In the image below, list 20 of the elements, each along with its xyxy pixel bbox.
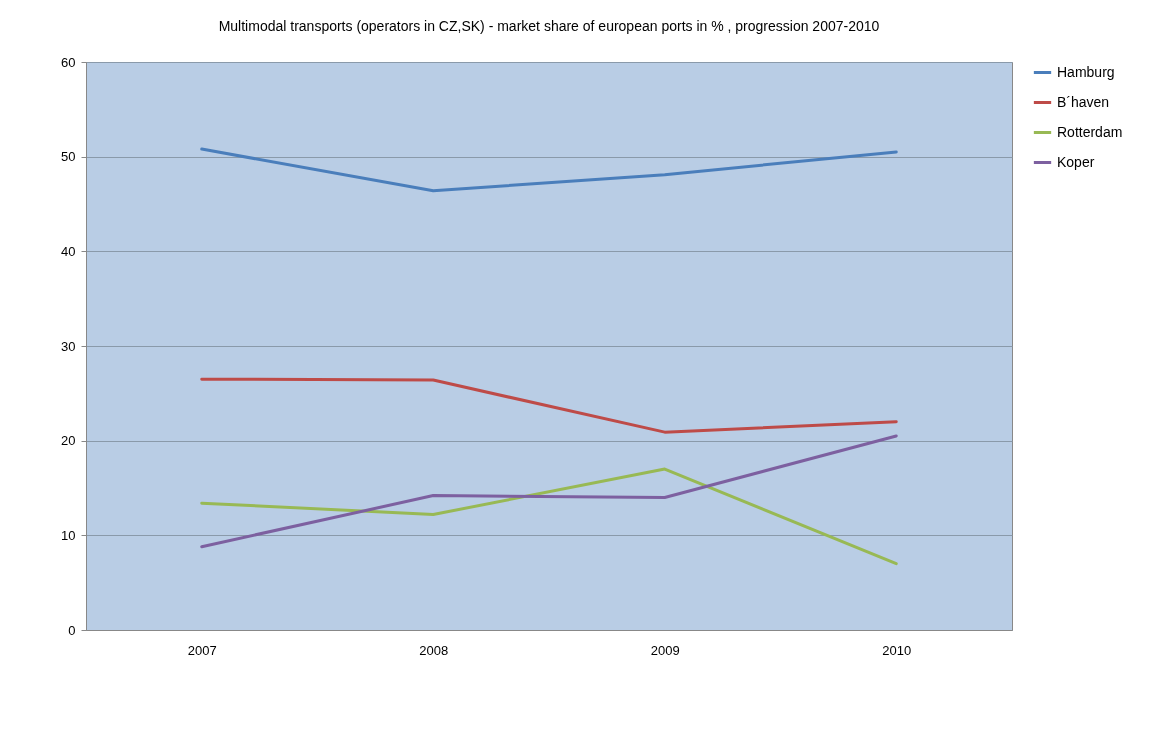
x-tick-label: 2009 [650, 642, 680, 658]
legend-label: Rotterdam [1057, 123, 1123, 140]
y-tick-label: 40 [61, 243, 76, 259]
x-tick-label: 2008 [419, 642, 449, 658]
chart-title: Multimodal transports (operators in CZ,SK) - market share of european ports in % , progression 2007-2010 [218, 18, 880, 34]
y-tick-label: 30 [61, 338, 76, 354]
x-tick-label: 2010 [882, 642, 912, 658]
y-tick-label: 50 [61, 149, 76, 165]
y-tick-label: 0 [68, 622, 76, 638]
legend-label: Koper [1057, 153, 1095, 170]
line-series [200, 467, 898, 566]
line-series [200, 147, 898, 193]
line-series [200, 434, 898, 549]
y-tick-label: 10 [61, 527, 76, 543]
legend-label: Hamburg [1057, 63, 1115, 80]
x-tick-label: 2007 [187, 642, 217, 658]
line-series [200, 377, 898, 434]
legend-label: B´haven [1057, 93, 1110, 110]
y-tick-label: 20 [61, 433, 76, 449]
y-tick-label: 60 [61, 54, 76, 70]
